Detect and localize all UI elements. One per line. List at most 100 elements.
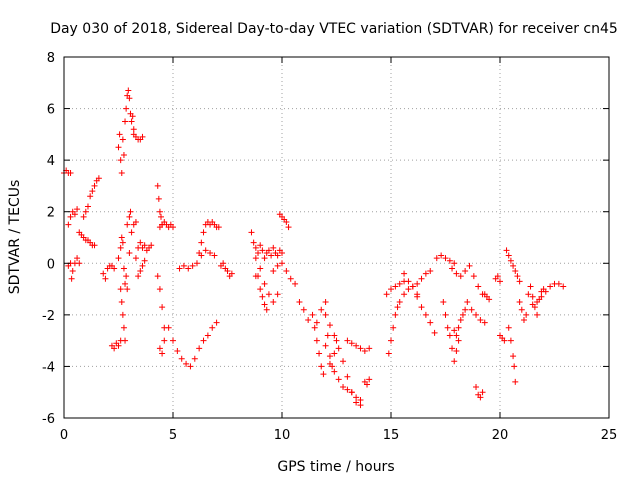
data-point — [322, 342, 329, 349]
data-point — [383, 291, 390, 298]
data-point — [455, 337, 462, 344]
data-point — [431, 329, 438, 336]
data-point — [357, 396, 364, 403]
data-point — [178, 355, 185, 362]
data-point — [67, 170, 74, 177]
data-point — [191, 355, 198, 362]
data-point — [516, 278, 523, 285]
data-point — [353, 399, 360, 406]
data-point — [69, 268, 76, 275]
data-point — [139, 262, 146, 269]
data-point — [318, 363, 325, 370]
data-point — [200, 229, 207, 236]
data-point — [250, 239, 257, 246]
data-point — [111, 265, 118, 272]
data-point — [385, 350, 392, 357]
data-point — [322, 298, 329, 305]
data-point — [444, 324, 451, 331]
data-point — [204, 332, 211, 339]
x-tick-label: 0 — [60, 428, 68, 443]
data-point — [453, 332, 460, 339]
data-point — [396, 298, 403, 305]
data-point — [292, 280, 299, 287]
data-point — [137, 239, 144, 246]
data-point — [507, 337, 514, 344]
data-point — [122, 280, 129, 287]
data-point — [534, 311, 541, 318]
data-point — [361, 347, 368, 354]
data-point — [270, 298, 277, 305]
data-point — [409, 283, 416, 290]
data-point — [366, 376, 373, 383]
data-point — [344, 337, 351, 344]
data-point — [213, 319, 220, 326]
data-point — [74, 255, 81, 262]
data-point — [248, 229, 255, 236]
data-point — [252, 244, 259, 251]
data-point — [453, 270, 460, 277]
x-tick-labels: 0 5 10 15 20 25 — [60, 428, 617, 443]
data-point — [468, 306, 475, 313]
data-point — [193, 260, 200, 267]
data-point — [279, 260, 285, 267]
data-point — [475, 283, 482, 290]
data-point — [170, 224, 176, 231]
data-point — [126, 95, 133, 102]
data-point — [174, 347, 181, 354]
data-point — [449, 345, 456, 352]
data-point — [118, 234, 125, 241]
data-point — [202, 247, 209, 254]
x-tick-label: 5 — [169, 428, 177, 443]
x-tick-label: 20 — [492, 428, 509, 443]
data-point — [331, 350, 338, 357]
data-point — [115, 255, 122, 262]
data-point — [120, 265, 127, 272]
data-point — [126, 213, 133, 220]
data-point — [261, 280, 268, 287]
data-point — [270, 268, 277, 275]
data-point — [534, 298, 541, 305]
data-point — [501, 337, 508, 344]
data-point — [335, 345, 342, 352]
data-point — [120, 324, 127, 331]
data-point — [438, 252, 445, 259]
data-point — [348, 340, 355, 347]
data-point — [122, 118, 129, 125]
data-point — [198, 239, 205, 246]
data-point — [510, 262, 517, 269]
data-point — [263, 306, 270, 313]
plot-frame — [63, 56, 610, 419]
data-point — [91, 242, 98, 249]
data-point — [67, 213, 74, 220]
data-point — [252, 273, 259, 280]
data-point — [274, 262, 281, 269]
y-tick-label: 6 — [47, 103, 55, 118]
data-point — [547, 283, 554, 290]
data-point — [459, 311, 466, 318]
data-point — [326, 360, 333, 367]
data-point — [427, 268, 434, 275]
data-point — [357, 345, 364, 352]
data-point — [405, 278, 412, 285]
data-point — [486, 296, 493, 303]
data-point — [340, 358, 347, 365]
y-tick-label: 2 — [47, 206, 55, 221]
data-point — [259, 247, 266, 254]
data-point — [117, 157, 124, 164]
data-point — [156, 345, 163, 352]
data-point — [442, 255, 449, 262]
data-point — [119, 239, 126, 246]
data-point — [82, 208, 89, 215]
y-tick-label: -2 — [42, 309, 55, 324]
data-point — [183, 360, 190, 367]
data-point — [132, 219, 139, 226]
data-point — [477, 317, 484, 324]
data-point — [74, 206, 81, 213]
data-point — [261, 255, 268, 262]
data-point — [228, 270, 235, 277]
data-point — [518, 306, 525, 313]
data-point — [118, 170, 125, 177]
data-point — [335, 376, 342, 383]
data-point — [120, 151, 127, 158]
data-point — [457, 273, 464, 280]
